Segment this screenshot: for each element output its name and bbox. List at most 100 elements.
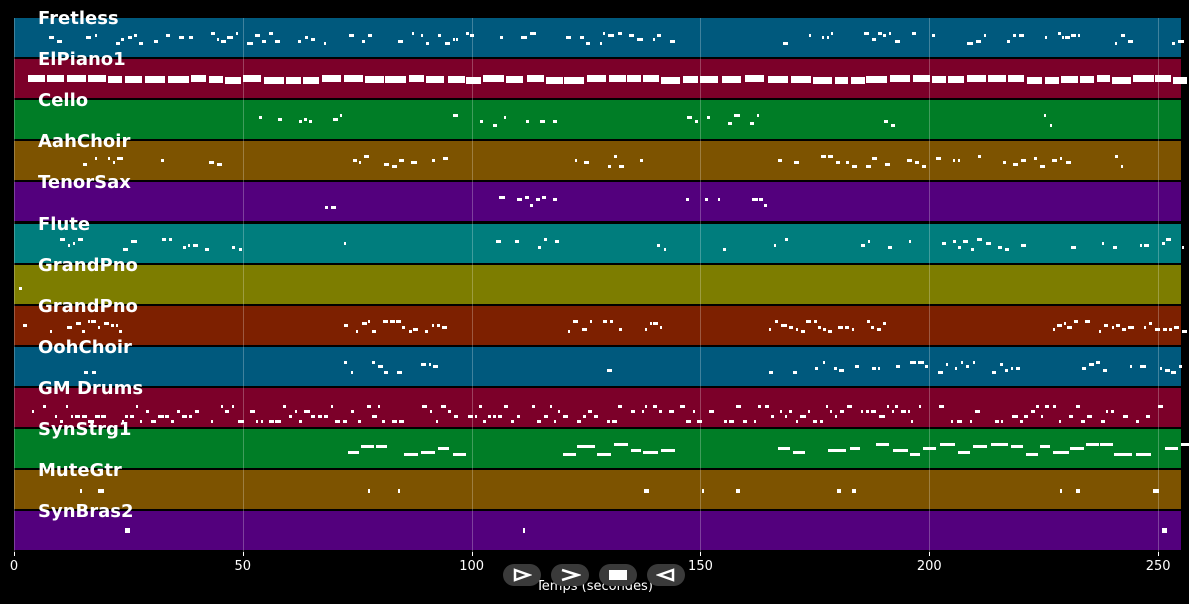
note-block	[1026, 77, 1042, 85]
note-block	[759, 198, 763, 202]
note-block	[600, 42, 603, 45]
note-block	[1059, 157, 1062, 161]
track-lane[interactable]	[14, 100, 1181, 140]
note-block	[1061, 76, 1079, 84]
note-block	[1058, 419, 1062, 423]
play-outline-button[interactable]	[503, 564, 541, 586]
note-block	[767, 76, 788, 84]
note-block	[384, 370, 389, 374]
note-block	[522, 528, 525, 534]
note-block	[788, 325, 793, 329]
note-block	[448, 409, 451, 413]
note-block	[938, 404, 944, 408]
note-block	[653, 404, 658, 408]
note-block	[1127, 40, 1133, 43]
note-block	[618, 404, 623, 408]
note-block	[1115, 42, 1118, 45]
note-block	[977, 237, 983, 241]
note-block	[117, 157, 123, 161]
note-block	[792, 451, 806, 454]
note-block	[822, 360, 826, 364]
note-block	[1081, 419, 1085, 423]
note-block	[339, 114, 342, 118]
note-block	[402, 325, 406, 329]
note-block	[871, 38, 877, 41]
note-block	[796, 419, 799, 423]
note-block	[303, 77, 319, 85]
note-block	[876, 443, 890, 446]
note-block	[668, 409, 674, 413]
note-block	[568, 329, 571, 333]
note-block	[855, 364, 859, 368]
note-block	[506, 76, 524, 84]
note-block	[372, 414, 377, 418]
note-block	[967, 42, 973, 45]
stop-button[interactable]	[599, 564, 637, 586]
note-block	[94, 34, 98, 37]
note-block	[871, 409, 877, 413]
note-block	[966, 75, 987, 83]
note-block	[499, 36, 503, 39]
track-lane[interactable]	[14, 305, 1181, 345]
track-lane[interactable]	[14, 18, 1181, 57]
note-block	[399, 419, 405, 423]
note-block	[701, 489, 705, 494]
track-lane[interactable]	[14, 264, 1181, 304]
note-block	[970, 419, 973, 423]
note-block	[103, 321, 110, 325]
play-icon	[561, 568, 581, 582]
note-block	[724, 419, 727, 423]
note-block	[385, 76, 406, 84]
note-block	[311, 414, 316, 418]
note-block	[356, 329, 359, 333]
note-block	[581, 327, 588, 331]
note-block	[608, 75, 626, 83]
note-block	[1049, 124, 1053, 128]
track-lane[interactable]	[14, 141, 1181, 181]
note-block	[900, 409, 906, 413]
note-block	[1088, 362, 1094, 366]
note-block	[610, 319, 613, 323]
note-block	[343, 75, 363, 83]
note-block	[800, 414, 806, 418]
note-block	[907, 409, 910, 413]
track-lane[interactable]	[14, 429, 1181, 468]
note-block	[990, 443, 1008, 446]
note-block	[408, 329, 412, 333]
note-block	[398, 489, 401, 494]
note-block	[81, 414, 87, 418]
note-block	[125, 414, 128, 418]
note-block	[792, 370, 797, 374]
note-block	[1146, 414, 1151, 418]
note-block	[1071, 245, 1076, 249]
play-button[interactable]	[551, 564, 589, 586]
note-block	[770, 414, 775, 418]
track-lane[interactable]	[14, 182, 1181, 222]
note-block	[66, 404, 69, 408]
track-lane[interactable]	[14, 511, 1181, 551]
note-block	[411, 161, 417, 165]
note-block	[436, 323, 441, 327]
note-block	[453, 114, 458, 118]
x-axis-label: Temps (secondes)	[536, 579, 653, 594]
note-block	[1044, 36, 1048, 39]
note-block	[756, 114, 760, 118]
note-block	[333, 118, 339, 122]
note-block	[324, 414, 329, 418]
note-block	[576, 419, 581, 423]
note-block	[972, 360, 975, 364]
note-block	[1140, 364, 1146, 368]
note-block	[659, 409, 662, 413]
track-lane[interactable]	[14, 346, 1181, 386]
note-block	[161, 237, 167, 241]
note-block	[931, 34, 936, 37]
track-lane[interactable]	[14, 470, 1181, 510]
note-block	[536, 198, 541, 202]
note-block	[955, 366, 958, 370]
note-block	[868, 239, 871, 243]
note-block	[718, 198, 721, 202]
track-lane[interactable]	[14, 387, 1181, 427]
note-block	[195, 409, 200, 413]
rewind-button[interactable]	[647, 564, 685, 586]
note-block	[1104, 323, 1109, 327]
